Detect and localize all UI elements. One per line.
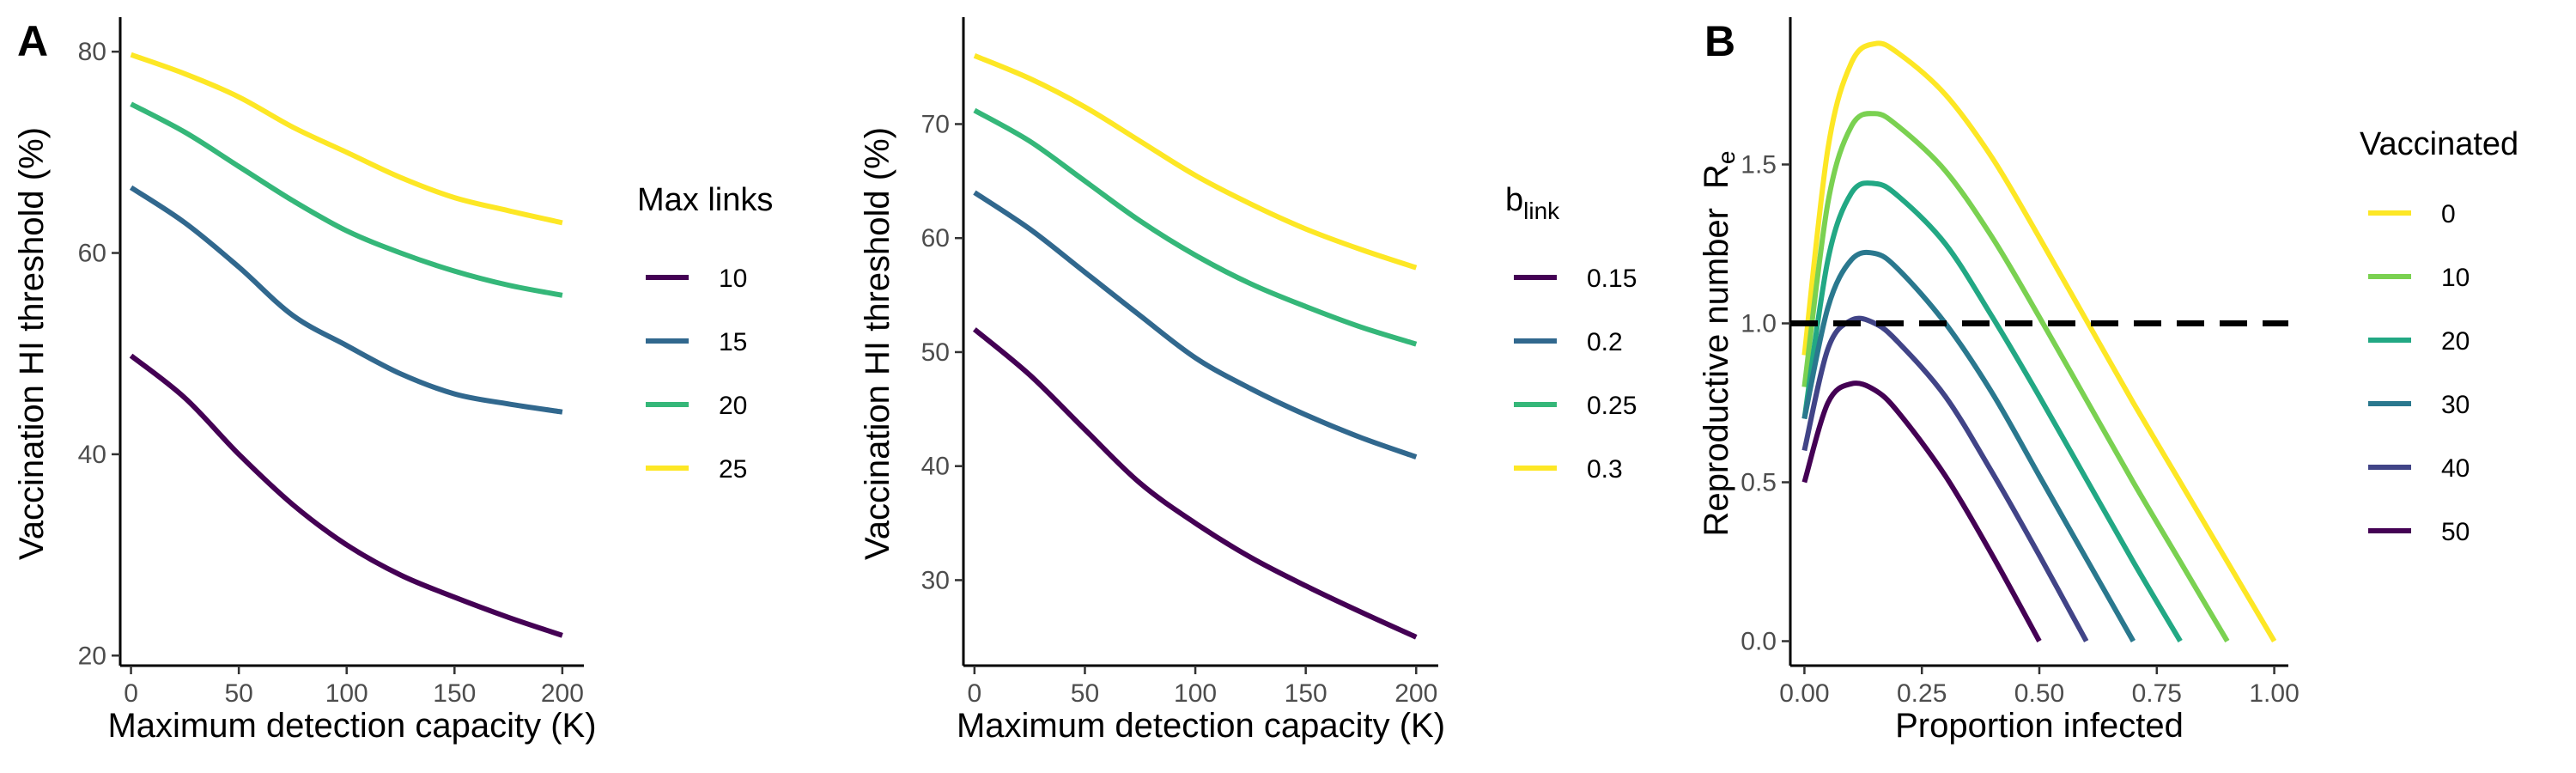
y-axis-title: Vaccination HI threshold (%)	[859, 127, 896, 560]
legend-title: Max links	[637, 182, 773, 218]
y-tick-label: 80	[78, 38, 106, 66]
legend-title-subscript: link	[1523, 198, 1560, 224]
panel-label: B	[1704, 17, 1735, 65]
legend-title: Vaccinated	[2360, 126, 2518, 162]
legend-label-0.3: 0.3	[1587, 455, 1623, 484]
y-axis-title: Reproductive number Re	[1698, 151, 1740, 537]
legend-label-0: 0	[2441, 200, 2456, 228]
chart-panel-1: 0 50 100 150 200 20 40 60 80 Maximum detection ca…	[13, 17, 773, 745]
y-axis-title-symbol: R	[1698, 164, 1735, 189]
legend: blink 0.15 0.2 0.25 0.3	[1505, 182, 1637, 484]
legend-title: blink	[1505, 182, 1560, 224]
legend-label-10: 10	[719, 265, 747, 293]
x-tick-label: 100	[1174, 679, 1217, 708]
series-line-0.3	[973, 53, 1418, 271]
legend-label-20: 20	[2441, 327, 2470, 356]
legend: Vaccinated 0 10 20 30 40 50	[2360, 126, 2518, 546]
y-tick-label: 0.5	[1741, 469, 1777, 497]
x-tick-label: 100	[325, 679, 368, 708]
series-line-20	[1801, 180, 2183, 643]
x-tick-label: 0	[968, 679, 982, 708]
series-line-25	[130, 52, 563, 226]
y-axis-title: Vaccination HI threshold (%)	[13, 127, 51, 560]
panel-label: A	[17, 17, 48, 65]
series-line-0.25	[973, 107, 1418, 347]
x-tick-label: 0.50	[2014, 679, 2064, 708]
y-tick-label: 30	[921, 566, 950, 594]
series-line-30	[1801, 249, 2136, 642]
legend-label-0.15: 0.15	[1587, 265, 1637, 293]
series-line-15	[129, 185, 563, 415]
y-axis-title-text: Vaccination HI threshold (%)	[13, 127, 51, 560]
y-axis-title-text: Reproductive number	[1698, 208, 1735, 536]
y-tick-label: 1.5	[1741, 151, 1777, 180]
y-tick-label: 40	[78, 441, 106, 469]
y-tick-label: 20	[78, 642, 106, 670]
series-line-50	[1801, 380, 2042, 642]
series-line-10	[129, 353, 563, 638]
x-tick-label: 200	[541, 679, 584, 708]
x-tick-label: 150	[1285, 679, 1327, 708]
x-tick-label: 200	[1394, 679, 1437, 708]
series-line-0.2	[973, 190, 1418, 460]
legend-label-0.25: 0.25	[1587, 392, 1637, 420]
x-tick-label: 150	[433, 679, 476, 708]
x-axis-title: Proportion infected	[1895, 707, 2184, 745]
legend: Max links 10 15 20 25	[637, 182, 773, 484]
y-tick-label: 70	[921, 110, 950, 138]
series-line-0.15	[972, 327, 1418, 640]
series-line-40	[1801, 315, 2089, 642]
chart-panel-3: 0.00 0.25 0.50 0.75 1.00 0.0 0.5 1.0 1.5 Proporti…	[1698, 17, 2518, 745]
y-axis-title-text: Vaccination HI threshold (%)	[859, 127, 896, 560]
x-tick-label: 0	[124, 679, 138, 708]
y-tick-label: 40	[921, 453, 950, 481]
y-tick-label: 60	[921, 224, 950, 253]
legend-label-25: 25	[719, 455, 747, 484]
x-axis-title: Maximum detection capacity (K)	[957, 707, 1445, 745]
series-line-10	[1801, 111, 2230, 643]
legend-title-text: b	[1505, 182, 1523, 218]
legend-label-20: 20	[719, 392, 747, 420]
legend-title-text: Max links	[637, 182, 773, 218]
y-tick-label: 60	[78, 240, 106, 268]
legend-label-40: 40	[2441, 454, 2470, 483]
x-tick-label: 50	[224, 679, 252, 708]
x-tick-label: 0.00	[1779, 679, 1829, 708]
legend-label-15: 15	[719, 328, 747, 356]
y-tick-label: 0.0	[1741, 628, 1777, 656]
legend-label-30: 30	[2441, 391, 2470, 419]
y-axis-title-subscript: e	[1713, 151, 1740, 165]
chart-panel-2: 0 50 100 150 200 30 40 50 60 70 Maximum detection …	[859, 17, 1637, 745]
legend-label-0.2: 0.2	[1587, 328, 1623, 356]
legend-title-text: Vaccinated	[2360, 126, 2518, 162]
y-tick-label: 1.0	[1741, 310, 1777, 338]
x-tick-label: 0.75	[2132, 679, 2182, 708]
y-tick-label: 50	[921, 338, 950, 367]
x-tick-label: 1.00	[2249, 679, 2299, 708]
legend-label-10: 10	[2441, 264, 2470, 292]
series-line-0	[1801, 40, 2277, 643]
x-tick-label: 50	[1071, 679, 1099, 708]
series-line-20	[130, 101, 563, 298]
x-tick-label: 0.25	[1897, 679, 1947, 708]
legend-label-50: 50	[2441, 518, 2470, 546]
x-axis-title: Maximum detection capacity (K)	[107, 707, 596, 745]
